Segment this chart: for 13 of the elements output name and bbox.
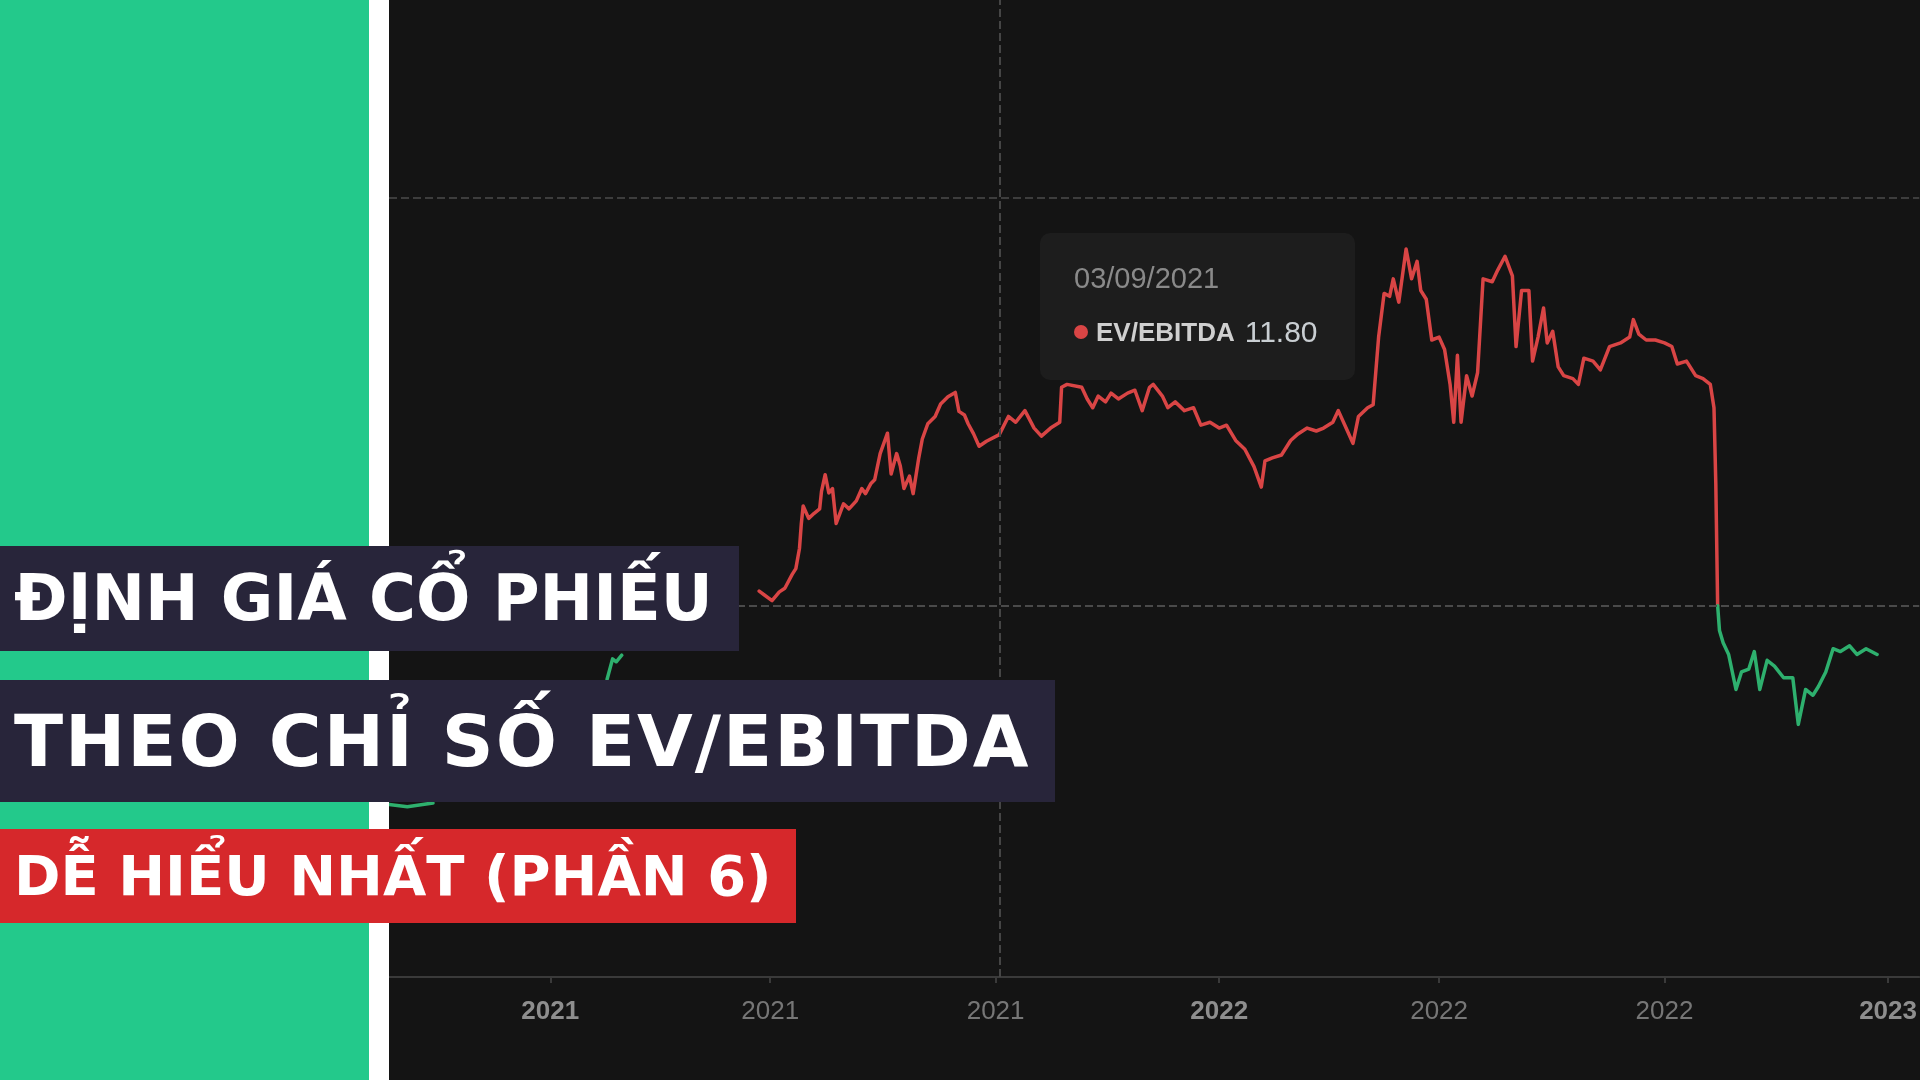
x-tick-label: 2023 (1859, 995, 1917, 1025)
text: DỄ HIỂU NHẤT (PHẦN 6) (0, 829, 796, 923)
x-tick-label: 2021 (966, 995, 1025, 1025)
annotation: 11.80 (1244, 315, 1318, 348)
tooltip-panel: 03/09/2021 EV/EBITDA 11.80 (1040, 233, 1355, 380)
x-tick-label: 2022 (1410, 995, 1469, 1025)
x-tick-label: 2022 (1190, 995, 1249, 1025)
legend-label: EV/EBITDA (1096, 317, 1235, 347)
x-tick-label: 2021 (521, 995, 580, 1025)
annotation: 03/09/2021 (1074, 262, 1220, 294)
text: ĐỊNH GIÁ CỔ PHIẾU THEO CHỈ SỐ EV/EBITDA (13, 548, 1032, 785)
x-tick-label: 2022 (1635, 995, 1694, 1025)
x-tick-label: 2021 (741, 995, 800, 1025)
